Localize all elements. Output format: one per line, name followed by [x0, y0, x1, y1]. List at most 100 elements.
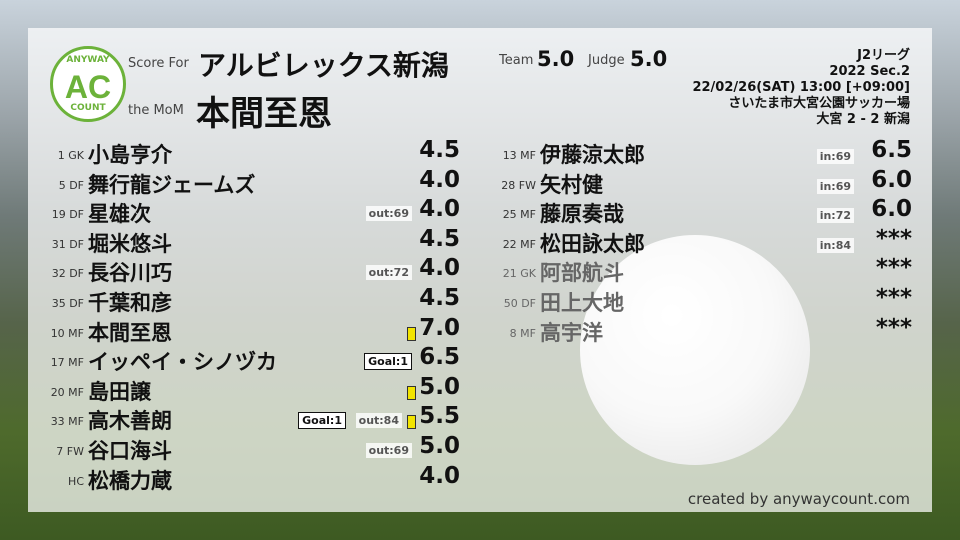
player-name: 小島亨介	[88, 143, 172, 167]
player-name: 星雄次	[88, 202, 151, 227]
sub-in-badge: in:69	[816, 178, 854, 194]
player-number-position: 19 DF	[51, 208, 84, 222]
player-name: 谷口海斗	[88, 439, 172, 463]
player-score: 5.0	[419, 433, 460, 459]
sub-out-badge: out:69	[365, 443, 412, 458]
player-row: 5 DF 舞行龍ジェームズ 4.0	[28, 166, 468, 199]
league: J2リーグ	[857, 48, 910, 63]
player-score: 6.5	[871, 137, 912, 163]
player-score: 4.0	[419, 255, 460, 282]
player-name: 松田詠太郎	[540, 231, 645, 256]
player-number-position: 10 MF	[50, 326, 84, 340]
player-score: 5.0	[419, 373, 460, 400]
yellow-card-icon	[407, 415, 416, 430]
player-score: ***	[875, 314, 912, 341]
player-row: 19 DF 星雄次 4.0 out:69	[28, 196, 468, 228]
player-number-position: 20 MF	[50, 385, 84, 399]
match-datetime: 22/02/26(SAT) 13:00 [+09:00]	[692, 80, 910, 95]
sub-player-row: 21 GK 阿部航斗 ***	[480, 255, 912, 287]
yellow-card-icon	[407, 326, 416, 341]
player-number-position: 21 GK	[502, 267, 536, 281]
player-name: 矢村健	[540, 172, 603, 197]
player-name: 長谷川巧	[88, 261, 172, 286]
player-number-position: 31 DF	[51, 237, 84, 251]
player-number-position: 28 FW	[501, 178, 536, 192]
match-result: 大宮 2 - 2 新潟	[816, 112, 910, 127]
yellow-card-icon	[407, 385, 416, 400]
player-score: 7.0	[419, 314, 460, 341]
judge-score-label: Judge	[588, 53, 625, 68]
player-score: ***	[875, 285, 912, 311]
player-score: 6.0	[871, 196, 912, 223]
match-info: J2リーグ 2022 Sec.2 22/02/26(SAT) 13:00 [+0…	[692, 48, 910, 128]
player-score: 4.0	[419, 166, 460, 193]
player-row: 35 DF 千葉和彦 4.5	[28, 285, 468, 317]
player-number-position: 50 DF	[503, 297, 536, 310]
player-number-position: 7 FW	[56, 445, 84, 458]
player-name: 阿部航斗	[540, 261, 624, 286]
venue: さいたま市大宮公園サッカー場	[728, 96, 910, 111]
player-score: 4.5	[419, 137, 460, 163]
player-name: 伊藤涼太郎	[540, 143, 645, 167]
player-row: 7 FW 谷口海斗 5.0 out:69	[28, 433, 468, 465]
player-row: 33 MF 高木善朗 5.5 out:84 Goal:1	[28, 403, 468, 435]
player-score: 4.5	[419, 225, 460, 252]
player-row: 31 DF 堀米悠斗 4.5	[28, 225, 468, 258]
goal-badge: Goal:1	[298, 412, 346, 430]
player-score: 4.0	[419, 196, 460, 223]
team-name: アルビレックス新潟	[198, 49, 449, 82]
player-score: 5.5	[419, 403, 460, 430]
player-row: 32 DF 長谷川巧 4.0 out:72	[28, 255, 468, 287]
player-score: 6.0	[871, 166, 912, 193]
player-number-position: 17 MF	[50, 356, 84, 370]
player-name: 高宇洋	[540, 320, 603, 345]
player-score: 4.0	[419, 462, 460, 489]
player-number-position: 35 DF	[51, 297, 84, 310]
sub-in-badge: in:69	[816, 149, 854, 164]
player-name: イッペイ・シノヅカ	[88, 350, 277, 375]
player-number-position: 32 DF	[51, 267, 84, 281]
player-score: ***	[875, 225, 912, 252]
sub-player-row: 22 MF 松田詠太郎 *** in:84	[480, 225, 912, 258]
logo-bottom-text: COUNT	[70, 103, 106, 113]
logo-center-text: AC	[64, 69, 112, 105]
score-for-label: Score For	[128, 56, 189, 71]
sub-player-row: 28 FW 矢村健 6.0 in:69	[480, 166, 912, 199]
player-name: 松橋力蔵	[88, 468, 172, 493]
season: 2022 Sec.2	[829, 64, 910, 79]
player-number-position: 5 DF	[58, 178, 84, 192]
player-number-position: 22 MF	[502, 237, 536, 251]
sub-player-row: 50 DF 田上大地 ***	[480, 285, 912, 317]
player-name: 堀米悠斗	[88, 231, 172, 256]
player-row: 1 GK 小島亨介 4.5	[28, 137, 468, 169]
score-panel	[28, 28, 932, 512]
credit-text: created by anywaycount.com	[687, 490, 910, 508]
sub-out-badge: out:69	[365, 206, 412, 222]
player-number-position: HC	[68, 474, 84, 488]
player-number-position: 13 MF	[502, 149, 536, 162]
team-score-label: Team	[499, 53, 534, 68]
player-name: 舞行龍ジェームズ	[88, 172, 256, 197]
goal-badge: Goal:1	[364, 353, 412, 371]
team-score: 5.0	[537, 47, 575, 71]
player-row: 10 MF 本間至恩 7.0	[28, 314, 468, 347]
logo-top-text: ANYWAY	[66, 55, 110, 65]
mom-label: the MoM	[128, 103, 184, 118]
sub-player-row: 8 MF 高宇洋 ***	[480, 314, 912, 347]
judge-score: 5.0	[630, 47, 668, 71]
sub-player-row: 13 MF 伊藤涼太郎 6.5 in:69	[480, 137, 912, 169]
anywaycount-logo: ANYWAY AC COUNT	[50, 46, 126, 122]
player-number-position: 33 MF	[50, 415, 84, 429]
player-name: 千葉和彦	[88, 291, 172, 315]
sub-player-row: 25 MF 藤原奏哉 6.0 in:72	[480, 196, 912, 228]
player-name: 田上大地	[540, 291, 624, 315]
player-row: HC 松橋力蔵 4.0	[28, 462, 468, 495]
player-row: 20 MF 島田譲 5.0	[28, 373, 468, 406]
player-number-position: 25 MF	[502, 208, 536, 222]
player-name: 島田譲	[88, 379, 151, 404]
sub-in-badge: in:84	[816, 237, 854, 253]
player-number-position: 1 GK	[57, 149, 84, 162]
sub-out-badge: out:84	[355, 413, 402, 429]
mom-name: 本間至恩	[196, 94, 332, 134]
player-number-position: 8 MF	[509, 326, 536, 340]
